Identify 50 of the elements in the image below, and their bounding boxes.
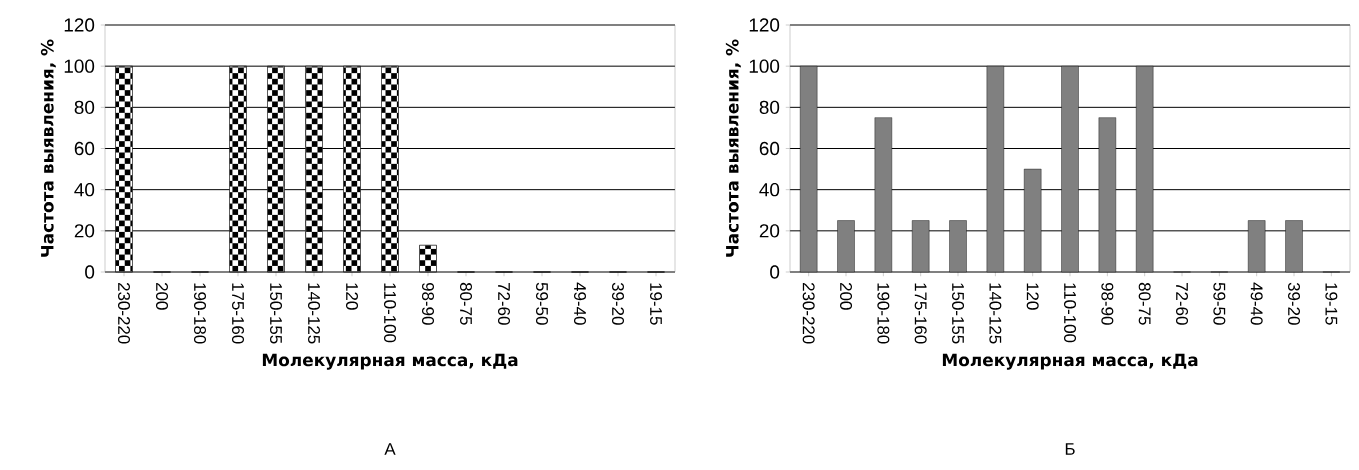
x-tick-label: 140-125: [989, 283, 1002, 344]
x-tick-label: 120: [1026, 283, 1039, 310]
y-axis-title: Частота выявления, %: [725, 39, 741, 257]
x-tick-label: 150-155: [952, 283, 965, 344]
y-tick-label: 80: [74, 100, 95, 115]
y-tick-label: 20: [759, 224, 780, 238]
x-tick-label: 230-220: [118, 282, 130, 344]
y-tick-label: 120: [64, 18, 95, 32]
x-tick-label: 98-90: [422, 282, 434, 325]
x-tick-label: 190-180: [194, 283, 206, 344]
y-tick-label: 100: [749, 59, 780, 73]
x-tick-label: 59-50: [536, 282, 548, 325]
x-tick-label: 120: [346, 283, 358, 310]
x-tick-label: 49-40: [1250, 282, 1263, 325]
x-tick-label: 110-100: [1064, 283, 1077, 343]
x-tick-label: 175-160: [232, 283, 244, 344]
y-tick-label: 40: [759, 182, 780, 197]
y-tick-label: 40: [74, 182, 95, 197]
x-axis-title: Молекулярная масса, кДа: [942, 353, 1198, 370]
x-tick-label: 80-75: [460, 282, 472, 325]
x-tick-label: 230-220: [802, 282, 815, 344]
y-tick-label: 100: [64, 59, 95, 73]
y-tick-label: 60: [759, 141, 780, 156]
x-tick-label: 110-100: [384, 283, 396, 343]
x-tick-label: 190-180: [877, 283, 890, 344]
y-tick-label: 0: [770, 265, 780, 279]
x-tick-label: 19-15: [650, 283, 662, 325]
x-tick-label: 200: [840, 282, 853, 310]
x-tick-label: 49-40: [574, 282, 586, 325]
x-tick-label: 72-60: [1176, 282, 1189, 325]
x-tick-label: 140-125: [308, 283, 320, 344]
x-tick-label: 80-75: [1138, 282, 1151, 325]
x-tick-label: 39-20: [1288, 282, 1301, 325]
x-tick-label: 72-60: [498, 282, 510, 325]
y-axis-title: Частота выявления, %: [40, 39, 56, 257]
x-axis-title: Молекулярная масса, кДа: [262, 353, 518, 370]
y-tick-label: 80: [759, 100, 780, 115]
y-tick-label: 0: [85, 265, 95, 279]
x-tick-label: 175-160: [914, 283, 927, 344]
y-tick-label: 20: [74, 224, 95, 238]
y-tick-label: 120: [749, 18, 780, 32]
x-tick-label: 98-90: [1101, 282, 1114, 325]
x-tick-label: 200: [156, 282, 168, 310]
x-tick-label: 19-15: [1325, 283, 1338, 325]
x-tick-label: 39-20: [612, 282, 624, 325]
y-tick-label: 60: [74, 141, 95, 156]
text: А: [384, 443, 396, 455]
x-tick-label: 59-50: [1213, 282, 1226, 325]
x-tick-label: 150-155: [270, 283, 282, 344]
text: Б: [1065, 443, 1075, 455]
